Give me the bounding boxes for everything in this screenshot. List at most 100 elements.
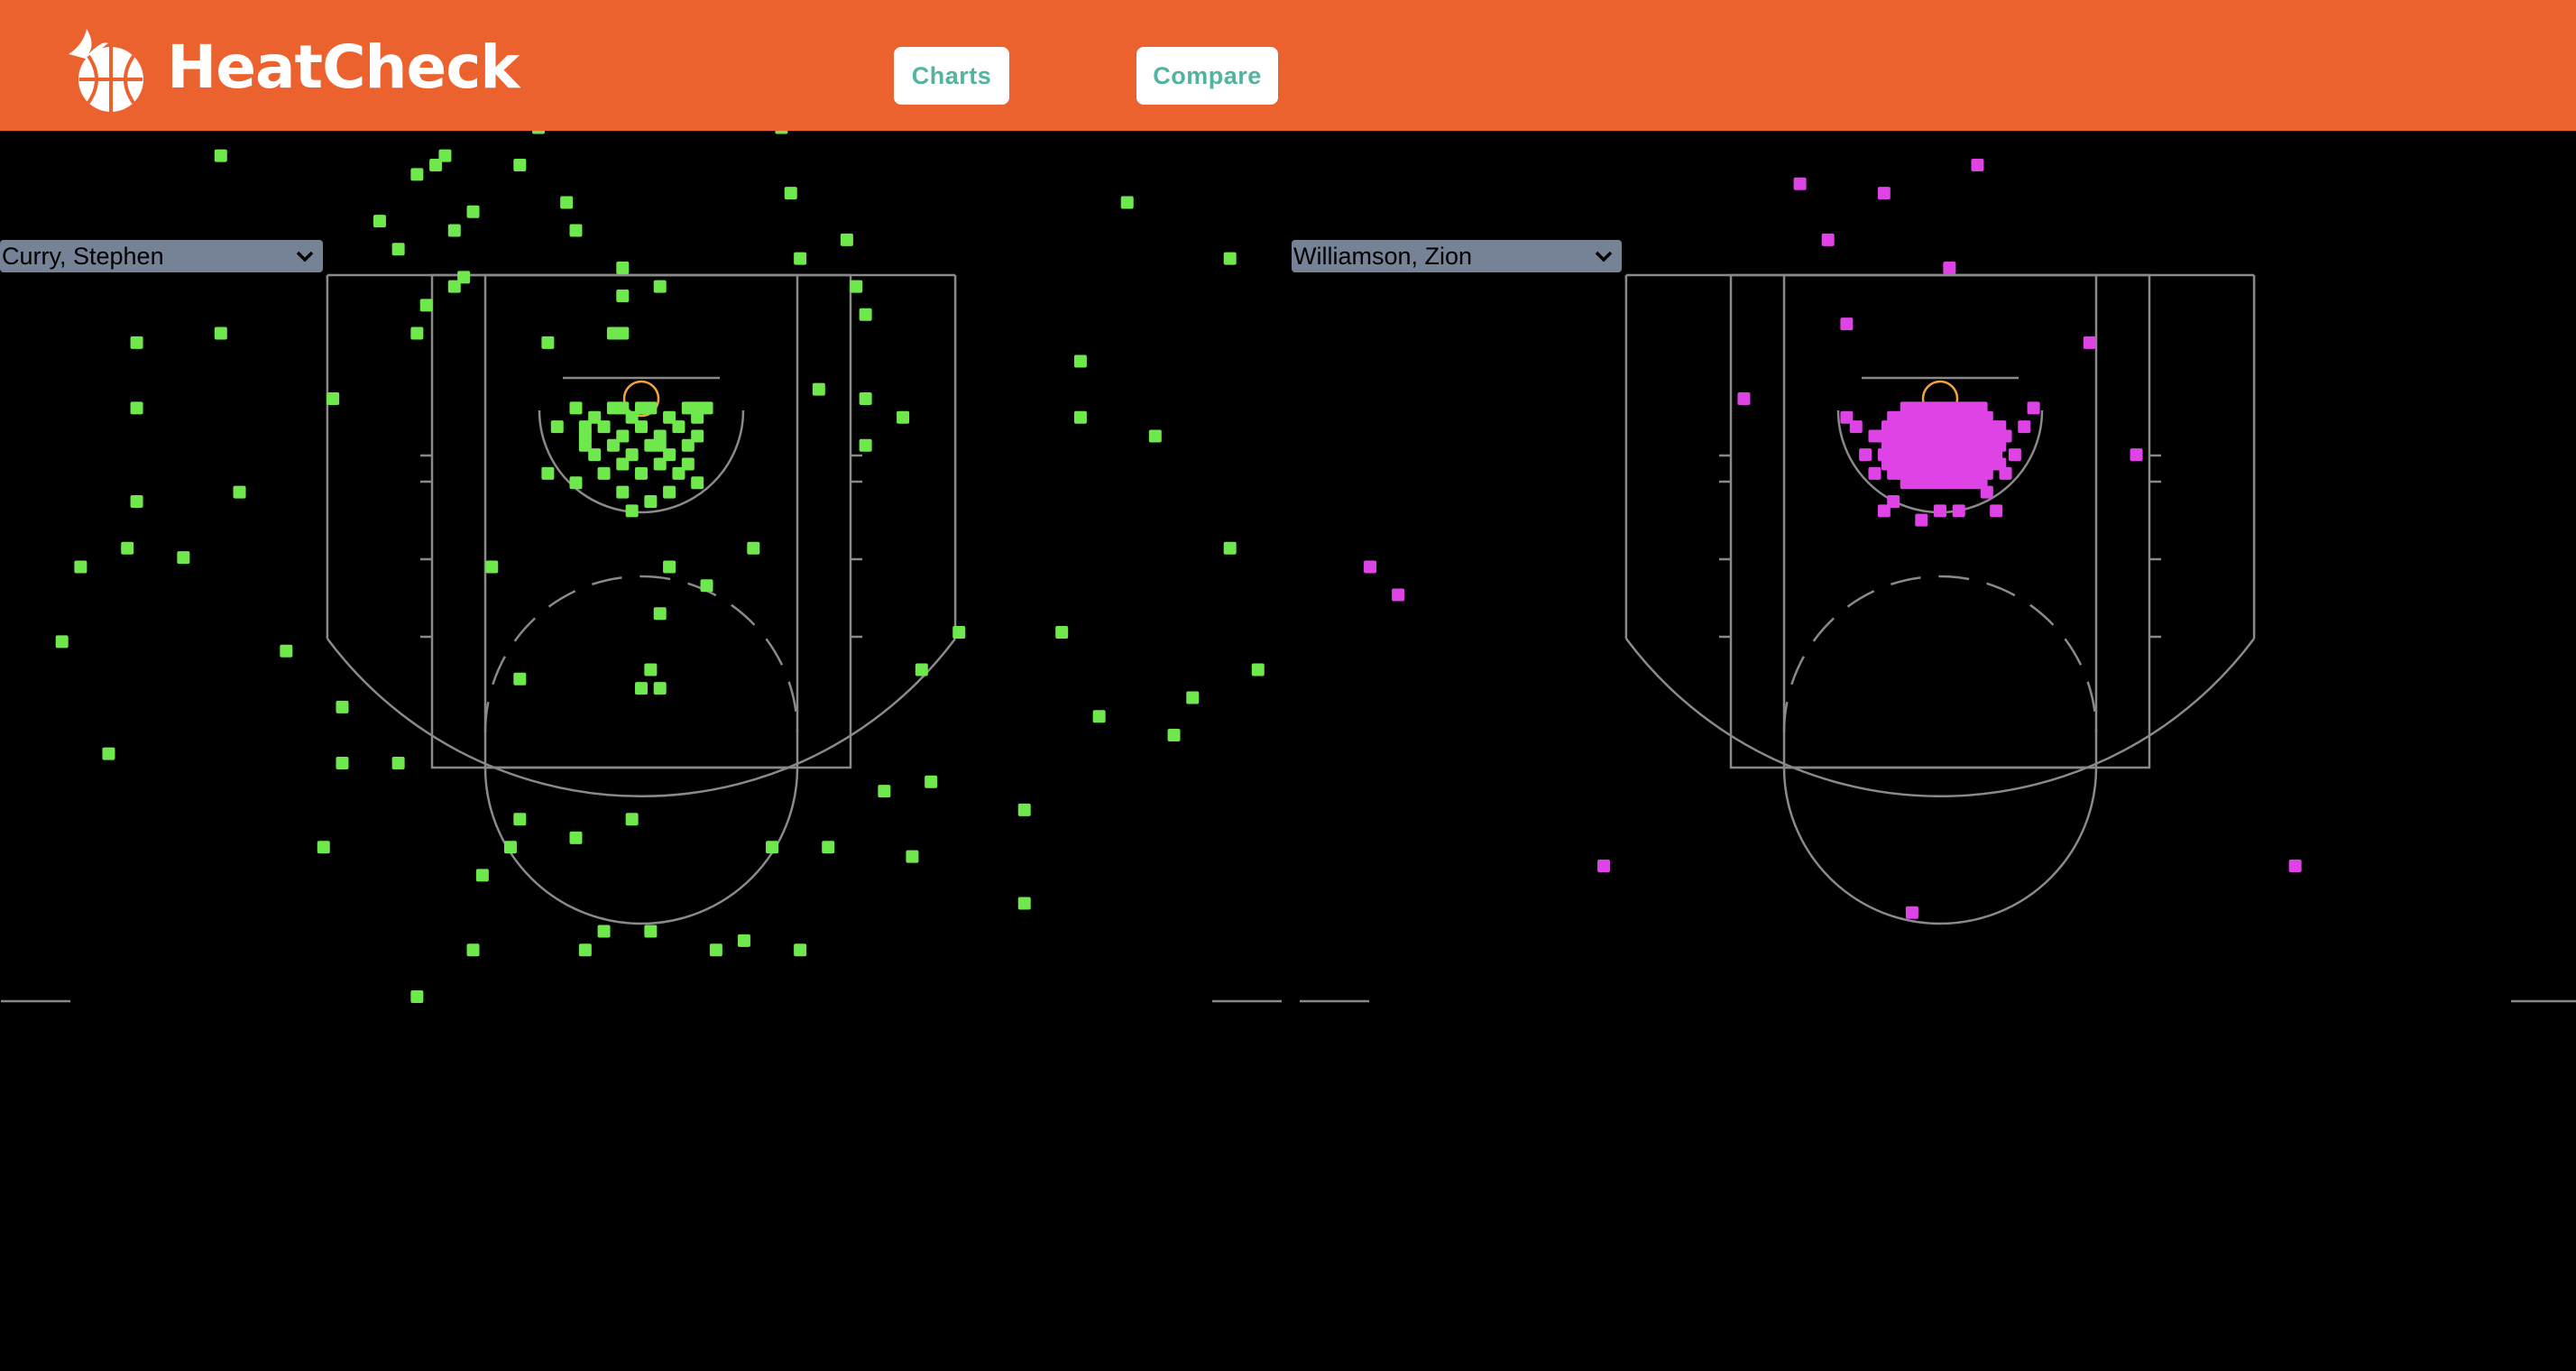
- shot-marker: [597, 420, 611, 434]
- shot-marker: [550, 420, 564, 434]
- shot-marker: [336, 757, 349, 770]
- shot-marker: [130, 336, 143, 349]
- shot-marker: [55, 635, 69, 649]
- shot-marker: [635, 466, 648, 480]
- shot-marker: [681, 401, 695, 415]
- shot-marker: [429, 159, 443, 171]
- shot-marker: [822, 841, 835, 854]
- shot-marker: [560, 196, 574, 209]
- free-throw-dashed-arc-1: [1782, 575, 2098, 733]
- shot-marker: [644, 925, 658, 938]
- shot-marker: [1223, 541, 1237, 555]
- free-throw-circle-0: [483, 767, 799, 925]
- shot-marker: [663, 485, 676, 499]
- shot-charts: [1, 131, 2576, 1004]
- shot-marker: [766, 841, 779, 854]
- shot-marker: [859, 392, 872, 405]
- shot-marker: [616, 261, 630, 274]
- shot-marker: [1999, 466, 2012, 480]
- shot-marker: [121, 541, 134, 555]
- player-select-left[interactable]: Curry, Stephen: [0, 240, 323, 272]
- shot-marker: [327, 392, 340, 405]
- shot-marker: [635, 682, 648, 695]
- shot-marker: [513, 672, 527, 686]
- shot-marker: [897, 410, 910, 424]
- shot-marker: [233, 485, 246, 499]
- shot-marker: [625, 448, 639, 462]
- shot-marker: [616, 485, 630, 499]
- shot-marker: [2130, 448, 2143, 462]
- shot-marker: [859, 438, 872, 452]
- shot-marker: [457, 271, 471, 284]
- shot-marker: [606, 327, 620, 340]
- shot-marker: [663, 560, 676, 574]
- shot-marker: [653, 607, 667, 621]
- shot-marker: [569, 401, 583, 415]
- shot-marker: [419, 299, 433, 312]
- shot-marker: [1073, 410, 1087, 424]
- hoop-0: [622, 380, 660, 418]
- shot-marker: [391, 757, 405, 770]
- shot-marker: [653, 280, 667, 293]
- shot-marker: [214, 327, 227, 340]
- shot-marker: [737, 934, 750, 947]
- shot-marker: [503, 841, 517, 854]
- shot-marker: [447, 280, 461, 293]
- shot-marker: [644, 401, 658, 415]
- shot-marker: [1990, 504, 2003, 518]
- shot-marker: [1859, 448, 1872, 462]
- shot-marker: [859, 308, 872, 321]
- shot-marker: [663, 410, 676, 424]
- shot-marker: [616, 457, 630, 471]
- shot-marker: [588, 448, 602, 462]
- shot-marker: [1840, 410, 1854, 424]
- brand-name[interactable]: HeatCheck: [167, 32, 520, 102]
- shot-marker: [709, 943, 722, 957]
- shot-marker: [1999, 429, 2012, 443]
- shot-marker: [513, 813, 527, 826]
- shot-marker: [1868, 429, 1881, 443]
- flaming-basketball-logo-icon[interactable]: [61, 27, 152, 117]
- shot-marker: [1980, 485, 1993, 499]
- compare-nav-button[interactable]: Compare: [1136, 47, 1278, 105]
- shot-marker: [513, 159, 527, 171]
- three-point-arc-1: [1624, 638, 2256, 797]
- shot-marker: [1868, 466, 1881, 480]
- shot-marker: [840, 233, 853, 246]
- shot-marker: [485, 560, 499, 574]
- shot-marker: [569, 831, 583, 844]
- shot-marker: [775, 131, 788, 134]
- shot-marker: [1017, 803, 1031, 816]
- shot-marker: [410, 168, 424, 181]
- shot-marker: [625, 410, 639, 424]
- shot-marker: [681, 457, 695, 471]
- shot-marker: [681, 438, 695, 452]
- shot-marker: [1364, 560, 1377, 574]
- shot-marker: [541, 336, 555, 349]
- shot-marker: [616, 429, 630, 443]
- shot-marker: [644, 494, 658, 508]
- shot-marker: [2083, 336, 2096, 349]
- shot-marker: [606, 438, 620, 452]
- shot-marker: [2027, 401, 2040, 415]
- app-header: HeatCheck Charts Compare: [0, 0, 2576, 131]
- charts-nav-button[interactable]: Charts: [894, 47, 1009, 105]
- shot-marker: [391, 243, 405, 256]
- shot-marker: [1092, 710, 1106, 723]
- shot-marker: [569, 224, 583, 237]
- shot-marker: [280, 644, 293, 658]
- shot-marker: [635, 420, 648, 434]
- shot-marker: [691, 429, 704, 443]
- shot-marker: [1905, 906, 1918, 919]
- shot-marker: [466, 205, 480, 218]
- shot-marker: [1148, 429, 1162, 443]
- shot-marker: [812, 382, 825, 396]
- shot-marker: [130, 401, 143, 415]
- shot-marker: [597, 466, 611, 480]
- chevron-down-icon: [1595, 251, 1613, 262]
- shot-marker: [447, 224, 461, 237]
- shot-marker: [466, 943, 480, 957]
- shot-marker: [606, 401, 620, 415]
- player-select-right[interactable]: Williamson, Zion: [1292, 240, 1622, 272]
- shot-marker: [653, 457, 667, 471]
